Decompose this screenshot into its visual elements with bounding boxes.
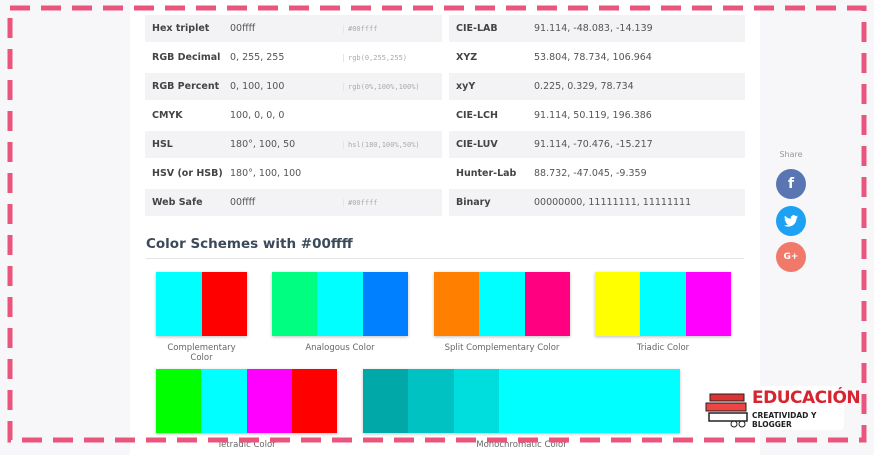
scheme-swatches[interactable] — [434, 272, 570, 336]
scheme-caption: Analogous Color — [305, 343, 375, 353]
scheme-swatches[interactable] — [156, 369, 337, 433]
row-value: 00ffff — [230, 23, 256, 34]
table-row: CIE-LAB 91.114, -48.083, -14.139 — [449, 15, 745, 42]
color-swatch — [156, 272, 202, 336]
table-row: RGB Percent 0, 100, 100 rgb(0%,100%,100%) — [145, 73, 442, 100]
color-swatch — [246, 369, 292, 433]
google-button[interactable]: G+ — [776, 242, 806, 272]
row-label: XYZ — [456, 52, 478, 63]
scheme-heading: Color Schemes with #00ffff — [146, 236, 353, 252]
row-value: 91.114, 50.119, 196.386 — [534, 110, 652, 121]
table-row: XYZ 53.804, 78.734, 106.964 — [449, 44, 745, 71]
row-value: 53.804, 78.734, 106.964 — [534, 52, 652, 63]
row-label: Hex triplet — [152, 23, 210, 34]
row-value: 0, 255, 255 — [230, 52, 285, 63]
table-row: Hunter-Lab 88.732, -47.045, -9.359 — [449, 160, 745, 187]
color-swatch — [291, 369, 337, 433]
scheme-caption: Split Complementary Color — [444, 343, 560, 353]
watermark-subtitle: CREATIVIDAD Y BLOGGER — [752, 411, 817, 429]
color-swatch — [201, 272, 247, 336]
row-value: 88.732, -47.045, -9.359 — [534, 168, 647, 179]
row-label: Binary — [456, 197, 491, 208]
row-label: Hunter-Lab — [456, 168, 517, 179]
row-value: 180°, 100, 50 — [230, 139, 296, 150]
books-icon — [705, 393, 748, 428]
table-row: RGB Decimal 0, 255, 255 rgb(0,255,255) — [145, 44, 442, 71]
scheme-swatches[interactable] — [363, 369, 680, 433]
row-value: 91.114, -48.083, -14.139 — [534, 23, 653, 34]
scheme-caption: Monochromatic Color — [476, 440, 567, 450]
color-swatch — [498, 369, 680, 433]
color-swatch — [362, 272, 408, 336]
row-value: 91.114, -70.476, -15.217 — [534, 139, 653, 150]
color-swatch — [201, 369, 247, 433]
divider — [146, 258, 744, 259]
css-value: rgb(0,255,255) — [343, 53, 407, 62]
row-label: CMYK — [152, 110, 183, 121]
table-row: Hex triplet 00ffff #00ffff — [145, 15, 442, 42]
table-row: CIE-LUV 91.114, -70.476, -15.217 — [449, 131, 745, 158]
color-swatch — [434, 272, 480, 336]
row-label: HSV (or HSB) — [152, 168, 223, 179]
row-label: HSL — [152, 139, 173, 150]
table-row: CIE-LCH 91.114, 50.119, 196.386 — [449, 102, 745, 129]
color-swatch — [317, 272, 363, 336]
color-swatch — [453, 369, 499, 433]
table-row: Binary 00000000, 11111111, 11111111 — [449, 189, 745, 216]
row-value: 0, 100, 100 — [230, 81, 285, 92]
css-value: rgb(0%,100%,100%) — [343, 82, 420, 91]
row-label: RGB Decimal — [152, 52, 221, 63]
row-label: CIE-LUV — [456, 139, 498, 150]
scheme-swatches[interactable] — [272, 272, 408, 336]
row-label: RGB Percent — [152, 81, 220, 92]
row-label: Web Safe — [152, 197, 203, 208]
row-label: CIE-LAB — [456, 23, 498, 34]
scheme-caption: Tetradic Color — [217, 440, 276, 450]
color-swatch — [156, 369, 202, 433]
color-swatch — [272, 272, 318, 336]
table-row: xyY 0.225, 0.329, 78.734 — [449, 73, 745, 100]
css-value: #00ffff — [343, 24, 378, 33]
css-value: #00ffff — [343, 198, 378, 207]
color-swatch — [363, 369, 409, 433]
row-value: 00000000, 11111111, 11111111 — [534, 197, 692, 208]
scheme-caption: Triadic Color — [636, 343, 690, 353]
row-value: 0.225, 0.329, 78.734 — [534, 81, 634, 92]
table-row: HSV (or HSB) 180°, 100, 100 — [145, 160, 442, 187]
facebook-button[interactable]: f — [776, 169, 806, 199]
color-swatch — [408, 369, 454, 433]
scheme-caption: Complementary Color — [167, 343, 236, 363]
share-label: Share — [779, 150, 803, 159]
scheme-swatches[interactable] — [595, 272, 731, 336]
table-row: HSL 180°, 100, 50 hsl(180,100%,50%) — [145, 131, 442, 158]
table-row: CMYK 100, 0, 0, 0 — [145, 102, 442, 129]
color-swatch — [524, 272, 570, 336]
color-swatch — [685, 272, 731, 336]
scheme-swatches[interactable] — [156, 272, 247, 336]
row-value: 180°, 100, 100 — [230, 168, 302, 179]
row-label: CIE-LCH — [456, 110, 498, 121]
twitter-button[interactable] — [776, 206, 806, 236]
watermark-title: EDUCACIÓN — [752, 388, 861, 408]
twitter-icon — [784, 215, 798, 227]
color-swatch — [640, 272, 686, 336]
row-value: 00ffff — [230, 197, 256, 208]
color-swatch — [479, 272, 525, 336]
row-value: 100, 0, 0, 0 — [230, 110, 285, 121]
row-label: xyY — [456, 81, 476, 92]
watermark: EDUCACIÓN CREATIVIDAD Y BLOGGER — [702, 386, 861, 430]
css-value: hsl(180,100%,50%) — [343, 140, 420, 149]
table-row: Web Safe 00ffff #00ffff — [145, 189, 442, 216]
color-swatch — [595, 272, 641, 336]
